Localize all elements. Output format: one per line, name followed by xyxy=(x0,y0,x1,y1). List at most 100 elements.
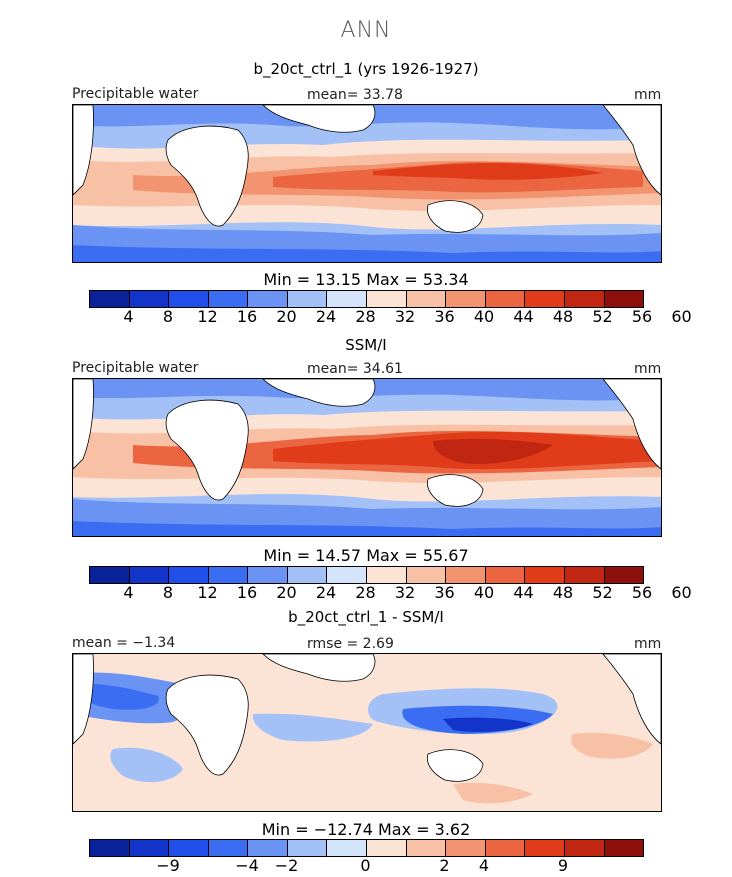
panel2-mean-label: mean= 34.61 xyxy=(307,361,403,377)
colorbar-tick-label: 12 xyxy=(197,307,218,326)
colorbar-tick-label: 48 xyxy=(552,307,574,326)
colorbar-swatch xyxy=(564,291,605,307)
colorbar-tick-label: 16 xyxy=(236,307,258,326)
colorbar-tick-label: −2 xyxy=(274,856,299,875)
panel1-colorbar xyxy=(89,290,644,308)
panel2-colorbar-ticks: 4 8 12 16 20 24 28 32 36 40 44 48 52 56 60 xyxy=(89,583,691,603)
colorbar-tick-label: 8 xyxy=(162,583,174,602)
panel3-rmse-label: rmse = 2.69 xyxy=(307,636,394,652)
colorbar-tick-label: 40 xyxy=(473,307,495,326)
colorbar-swatch xyxy=(169,840,209,856)
panel1-minmax: Min = 13.15 Max = 53.34 xyxy=(263,270,469,289)
panel3-colorbar-ticks: −9 −4 −2 0 2 4 9 xyxy=(89,856,642,876)
panel3-minmax: Min = −12.74 Max = 3.62 xyxy=(261,820,471,839)
colorbar-tick-label: 32 xyxy=(394,583,416,602)
colorbar-tick-label: −4 xyxy=(235,856,259,875)
colorbar-tick-label: 24 xyxy=(315,307,337,326)
colorbar-tick-label: 44 xyxy=(513,583,534,602)
panel2-variable-label: Precipitable water xyxy=(72,360,199,376)
colorbar-tick-label: −9 xyxy=(156,856,180,875)
panel2-map xyxy=(72,378,662,537)
panel1-variable-label: Precipitable water xyxy=(72,86,199,102)
colorbar-swatch xyxy=(406,291,447,307)
colorbar-swatch xyxy=(485,840,526,856)
colorbar-tick-label: 52 xyxy=(592,307,613,326)
panel1-units-label: mm xyxy=(634,87,662,103)
colorbar-swatch xyxy=(485,291,526,307)
colorbar-tick-label: 4 xyxy=(478,856,490,875)
colorbar-swatch xyxy=(485,567,526,583)
season-title: ANN xyxy=(340,18,392,43)
colorbar-tick-label: 36 xyxy=(434,307,455,326)
colorbar-swatch xyxy=(248,567,288,583)
colorbar-tick-label: 12 xyxy=(197,583,218,602)
colorbar-swatch xyxy=(327,567,368,583)
colorbar-swatch xyxy=(604,567,644,583)
colorbar-tick-label: 40 xyxy=(473,583,495,602)
colorbar-swatch xyxy=(446,291,486,307)
colorbar-swatch xyxy=(406,840,447,856)
colorbar-tick-label: 2 xyxy=(439,856,450,875)
colorbar-swatch xyxy=(129,291,170,307)
colorbar-swatch xyxy=(525,291,565,307)
colorbar-tick-label: 28 xyxy=(355,307,376,326)
colorbar-swatch xyxy=(367,291,407,307)
colorbar-tick-label: 56 xyxy=(631,583,653,602)
colorbar-swatch xyxy=(208,567,249,583)
panel3-colorbar xyxy=(89,839,644,857)
colorbar-tick-label: 16 xyxy=(236,583,258,602)
colorbar-swatch xyxy=(248,840,288,856)
colorbar-swatch xyxy=(208,291,249,307)
colorbar-swatch xyxy=(367,840,407,856)
colorbar-swatch xyxy=(129,840,170,856)
colorbar-tick-label: 36 xyxy=(434,583,455,602)
colorbar-swatch xyxy=(287,840,328,856)
panel3-map xyxy=(72,653,662,812)
panel1-map xyxy=(72,104,662,263)
colorbar-tick-label: 60 xyxy=(671,307,692,326)
panel3-title: b_20ct_ctrl_1 - SSM/I xyxy=(288,608,444,626)
panel2-units-label: mm xyxy=(634,361,662,377)
colorbar-tick-label: 32 xyxy=(394,307,416,326)
panel2-minmax: Min = 14.57 Max = 55.67 xyxy=(263,546,469,565)
panel2-title: SSM/I xyxy=(345,336,387,354)
colorbar-swatch xyxy=(287,291,328,307)
colorbar-swatch xyxy=(129,567,170,583)
colorbar-tick-label: 24 xyxy=(315,583,337,602)
colorbar-swatch xyxy=(604,291,644,307)
colorbar-tick-label: 4 xyxy=(123,307,134,326)
panel1-colorbar-ticks: 4 8 12 16 20 24 28 32 36 40 44 48 52 56 60 xyxy=(89,307,691,327)
panel3-mean-label: mean = −1.34 xyxy=(72,635,176,651)
colorbar-swatch xyxy=(90,840,130,856)
colorbar-swatch xyxy=(406,567,447,583)
colorbar-tick-label: 4 xyxy=(123,583,134,602)
colorbar-swatch xyxy=(367,567,407,583)
colorbar-swatch xyxy=(90,567,130,583)
panel1-title: b_20ct_ctrl_1 (yrs 1926-1927) xyxy=(253,60,479,78)
colorbar-swatch xyxy=(248,291,288,307)
colorbar-tick-label: 44 xyxy=(513,307,534,326)
colorbar-swatch xyxy=(287,567,328,583)
colorbar-swatch xyxy=(90,291,130,307)
colorbar-swatch xyxy=(446,567,486,583)
panel2-colorbar xyxy=(89,566,644,584)
colorbar-tick-label: 28 xyxy=(355,583,376,602)
colorbar-tick-label: 9 xyxy=(557,856,569,875)
colorbar-swatch xyxy=(169,291,209,307)
panel3-units-label: mm xyxy=(634,636,662,652)
colorbar-swatch xyxy=(525,840,565,856)
colorbar-tick-label: 20 xyxy=(276,307,297,326)
panel1-mean-label: mean= 33.78 xyxy=(307,87,403,103)
colorbar-swatch xyxy=(446,840,486,856)
colorbar-swatch xyxy=(604,840,644,856)
colorbar-tick-label: 20 xyxy=(276,583,297,602)
colorbar-swatch xyxy=(564,567,605,583)
colorbar-tick-label: 8 xyxy=(162,307,174,326)
colorbar-tick-label: 52 xyxy=(592,583,613,602)
colorbar-tick-label: 48 xyxy=(552,583,574,602)
colorbar-swatch xyxy=(525,567,565,583)
colorbar-tick-label: 56 xyxy=(631,307,653,326)
colorbar-tick-label: 0 xyxy=(360,856,371,875)
colorbar-tick-label: 60 xyxy=(671,583,692,602)
colorbar-swatch xyxy=(564,840,605,856)
